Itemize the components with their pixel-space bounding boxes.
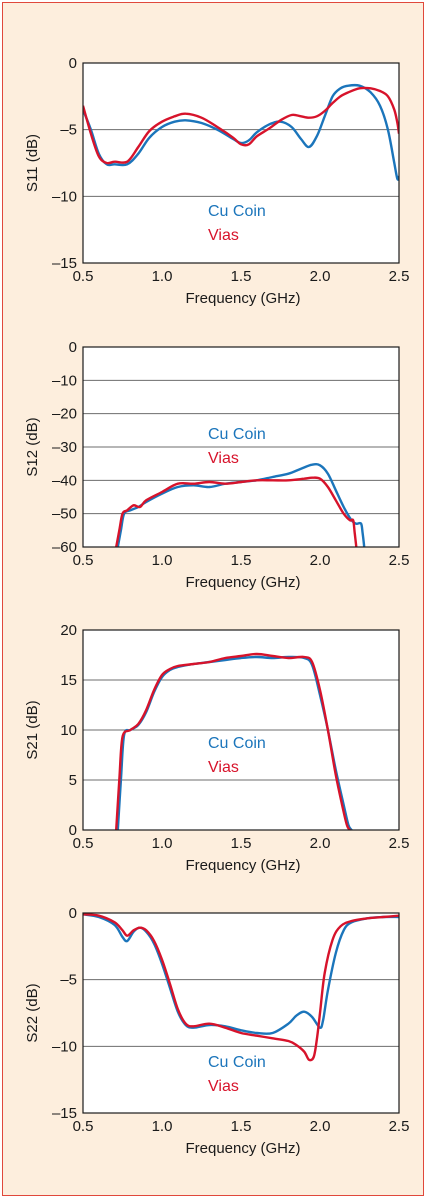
legend-cu-coin: Cu Coin [208,735,266,752]
x-tick-label: 0.5 [73,268,94,285]
plot-area [83,63,399,263]
y-tick-label: –40 [52,472,77,489]
y-axis-label: S11 (dB) [24,134,41,192]
x-tick-label: 1.0 [152,552,173,569]
y-axis-label: S21 (dB) [24,700,41,759]
y-tick-label: 0 [69,905,77,922]
legend-vias: Vias [208,227,239,244]
y-tick-label: 10 [60,722,77,739]
chart-1: 0 –5 –10 –150.5 1.0 1.5 2.0 2.5 Cu Coin Vias Frequ… [24,55,409,307]
plot-frame [82,629,400,831]
y-tick-label: 0 [69,339,77,356]
y-tick-label: –10 [52,372,77,389]
y-tick-label: –10 [52,1038,77,1055]
y-tick-label: –10 [52,188,77,205]
x-tick-label: 0.5 [73,1118,94,1135]
legend-vias: Vias [208,450,239,467]
y-tick-label: 20 [60,622,77,639]
x-axis-label: Frequency (GHz) [185,574,300,591]
x-tick-label: 0.5 [73,552,94,569]
x-tick-label: 1.5 [231,552,252,569]
x-tick-label: 1.0 [152,835,173,852]
y-axis-label: S22 (dB) [24,983,41,1042]
y-axis-label: S12 (dB) [24,417,41,476]
series-line-vias [115,476,358,548]
x-tick-label: 2.5 [389,835,410,852]
x-tick-label: 1.0 [152,1118,173,1135]
x-tick-label: 2.5 [389,552,410,569]
x-axis-label: Frequency (GHz) [185,290,300,307]
x-tick-label: 2.0 [310,552,331,569]
y-tick-label: 0 [69,55,77,72]
y-tick-label: –15 [52,255,77,272]
legend-cu-coin: Cu Coin [208,1054,266,1071]
x-tick-label: 1.0 [152,268,173,285]
series-line-vias [83,86,399,165]
x-tick-label: 2.0 [310,268,331,285]
plot-area [83,913,399,1113]
chart-2: 0 –10 –20 –30 –40 –50 –600.5 1.0 1.5 2.0 2.5 Cu Coi… [24,339,409,591]
x-tick-label: 1.5 [231,835,252,852]
legend-vias: Vias [208,759,239,776]
series-line-vias [83,913,399,1062]
y-tick-label: 15 [60,672,77,689]
y-tick-label: –5 [60,972,77,989]
x-tick-label: 1.5 [231,268,252,285]
x-tick-label: 2.5 [389,268,410,285]
y-tick-label: –30 [52,439,77,456]
y-tick-label: –5 [60,122,77,139]
plot-frame [82,912,400,1114]
series-line-vias [115,652,352,831]
x-axis-label: Frequency (GHz) [185,1140,300,1157]
chart-stack: 0–5–10–150.5 1.0 1.5 2.0 2.5Cu CoinViasFrequ… [24,55,409,1157]
x-tick-label: 2.0 [310,835,331,852]
x-axis-label: Frequency (GHz) [185,857,300,874]
x-tick-label: 2.0 [310,1118,331,1135]
y-tick-label: 5 [69,772,77,789]
legend-vias: Vias [208,1078,239,1095]
y-tick-label: 0 [69,822,77,839]
chart-4: 0 –5 –10 –150.5 1.0 1.5 2.0 2.5 Cu Coin Vias Frequ… [24,905,409,1157]
legend-cu-coin: Cu Coin [208,203,266,220]
x-tick-label: 1.5 [231,1118,252,1135]
y-tick-label: –60 [52,539,77,556]
legend-cu-coin: Cu Coin [208,426,266,443]
plot-frame [82,346,400,548]
plot-frame [82,62,400,264]
y-tick-label: –20 [52,406,77,423]
y-tick-label: –50 [52,506,77,523]
chart-3: 20 15 10 5 00.5 1.0 1.5 2.0 2.5 Cu Coin Vias Freque… [24,622,409,874]
x-tick-label: 2.5 [389,1118,410,1135]
y-tick-label: –15 [52,1105,77,1122]
x-tick-label: 0.5 [73,835,94,852]
